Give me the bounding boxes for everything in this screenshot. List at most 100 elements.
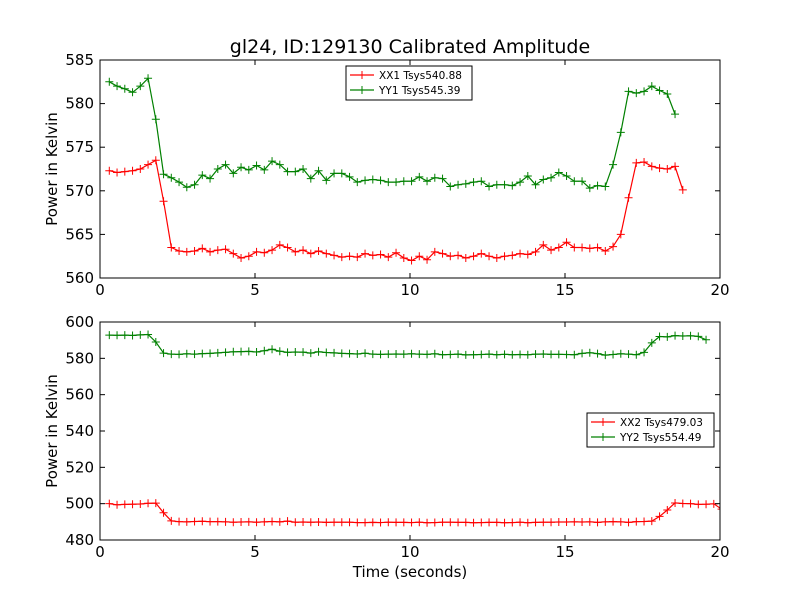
data-point-marker (570, 177, 579, 186)
x-tick-label: 20 (710, 281, 729, 299)
data-point-marker (268, 246, 277, 255)
data-point-marker (368, 350, 377, 359)
data-point-marker (547, 350, 556, 359)
data-point-marker (159, 349, 168, 358)
data-point-marker (128, 88, 137, 97)
data-point-marker (632, 89, 641, 98)
data-point-marker (182, 183, 191, 192)
data-point-marker (539, 518, 548, 527)
bottom-plot: 0 5 10 15 20 480 500 520 540 560 580 600 Power in Ke… (43, 313, 730, 581)
data-point-marker (322, 176, 331, 185)
data-point-marker (407, 177, 416, 186)
data-point-marker (175, 246, 184, 255)
data-point-marker (469, 178, 478, 187)
legend: XX2 Tsys479.03 YY2 Tsys554.49 (586, 412, 715, 448)
data-point-marker (655, 512, 664, 521)
data-point-marker (430, 518, 439, 527)
data-point-marker (671, 331, 680, 340)
data-point-marker (570, 517, 579, 526)
data-point-marker (477, 177, 486, 186)
data-point-marker (655, 86, 664, 95)
data-point-marker (105, 499, 114, 508)
data-point-marker (430, 173, 439, 182)
data-point-marker (221, 160, 230, 169)
data-point-marker (229, 518, 238, 527)
data-point-marker (516, 249, 525, 258)
data-point-marker (647, 82, 656, 91)
data-point-marker (632, 517, 641, 526)
data-point-marker (547, 246, 556, 255)
data-point-marker (523, 518, 532, 527)
data-point-marker (120, 84, 129, 93)
data-point-marker (570, 243, 579, 252)
data-point-marker (252, 247, 261, 256)
data-point-marker (105, 77, 114, 86)
data-point-marker (113, 500, 122, 509)
data-point-marker (531, 180, 540, 189)
data-point-marker (120, 167, 129, 176)
data-point-marker (384, 350, 393, 359)
data-point-marker (694, 332, 703, 341)
data-point-marker (306, 174, 315, 183)
data-point-marker (353, 349, 362, 358)
data-point-marker (299, 348, 308, 357)
data-point-marker (113, 82, 122, 91)
x-tick-label: 20 (710, 543, 729, 561)
data-point-marker (291, 167, 300, 176)
data-point-marker (585, 244, 594, 253)
data-point-marker (314, 166, 323, 175)
data-point-marker (159, 197, 168, 206)
data-point-marker (562, 518, 571, 527)
data-point-marker (229, 249, 238, 258)
data-point-marker (252, 347, 261, 356)
data-point-marker (454, 180, 463, 189)
data-point-marker (337, 518, 346, 527)
data-point-marker (678, 499, 687, 508)
data-point-marker (430, 247, 439, 256)
x-tick-label: 0 (95, 543, 105, 561)
data-point-marker (237, 347, 246, 356)
data-point-marker (368, 251, 377, 260)
data-point-marker (384, 253, 393, 262)
data-point-marker (640, 87, 649, 96)
data-point-marker (640, 158, 649, 167)
data-point-marker (361, 349, 370, 358)
data-point-marker (671, 162, 680, 171)
data-point-marker (485, 518, 494, 527)
data-point-marker (229, 347, 238, 356)
data-point-marker (547, 518, 556, 527)
legend-label: XX1 Tsys540.88 (379, 70, 462, 82)
data-point-marker (578, 518, 587, 527)
data-point-marker (423, 518, 432, 527)
data-point-marker (477, 350, 486, 359)
data-point-marker (562, 171, 571, 180)
data-point-marker (268, 345, 277, 354)
legend: XX1 Tsys540.88 YY1 Tsys545.39 (345, 65, 473, 101)
legend-box (586, 412, 715, 448)
data-point-marker (275, 160, 284, 169)
data-point-marker (640, 348, 649, 357)
data-point-marker (260, 165, 269, 174)
data-point-marker (260, 346, 269, 355)
data-point-marker (547, 173, 556, 182)
data-point-marker (461, 179, 470, 188)
data-point-marker (136, 500, 145, 509)
data-point-marker (446, 182, 455, 191)
x-tick-label: 15 (555, 543, 574, 561)
data-point-marker (213, 348, 222, 357)
data-point-marker (578, 349, 587, 358)
data-point-marker (399, 253, 408, 262)
data-point-marker (523, 250, 532, 259)
data-point-marker (299, 518, 308, 527)
data-point-marker (671, 110, 680, 119)
data-point-marker (136, 82, 145, 91)
data-point-marker (175, 350, 184, 359)
data-point-marker (601, 517, 610, 526)
data-point-marker (283, 167, 292, 176)
data-point-marker (198, 349, 207, 358)
data-point-marker (516, 350, 525, 359)
data-point-marker (144, 74, 153, 83)
data-point-marker (539, 175, 548, 184)
data-point-marker (159, 170, 168, 179)
data-point-marker (244, 517, 253, 526)
